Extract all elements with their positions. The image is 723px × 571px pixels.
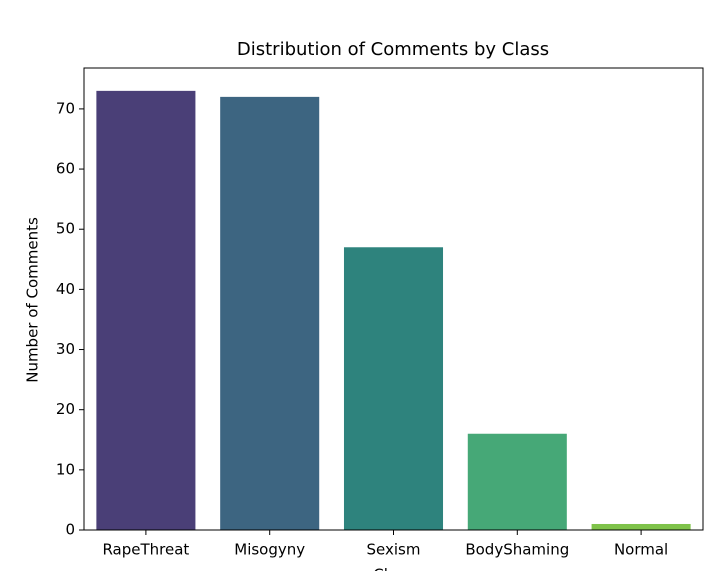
x-axis-label: Class [373,566,413,571]
bar [591,523,691,530]
y-tick-label: 0 [65,521,75,539]
y-tick-label: 60 [56,160,75,178]
plot-frame [83,67,704,531]
y-tick-label: 40 [56,280,75,298]
bar [96,90,196,530]
bar [220,96,320,530]
bar [343,247,444,530]
y-tick-label: 70 [56,99,75,117]
x-tick-label: BodyShaming [465,541,569,559]
y-tick-label: 20 [56,400,75,418]
chart-title: Distribution of Comments by Class [237,39,549,60]
x-tick-label: RapeThreat [102,541,189,559]
x-tick-label: Misogyny [234,541,305,559]
x-tick-label: Normal [614,541,668,559]
y-tick-label: 10 [56,460,75,478]
y-tick-label: 30 [56,340,75,358]
bar [467,433,567,530]
y-axis-label: Number of Comments [24,217,42,383]
x-tick-label: Sexism [367,541,421,559]
y-tick-label: 50 [56,220,75,238]
